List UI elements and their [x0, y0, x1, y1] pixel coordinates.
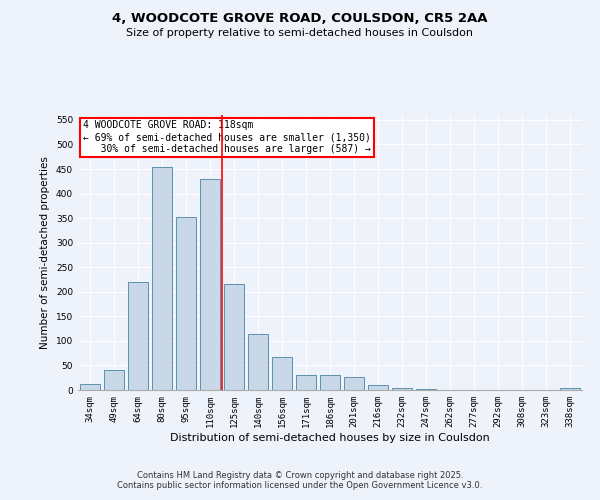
Y-axis label: Number of semi-detached properties: Number of semi-detached properties: [40, 156, 50, 349]
Bar: [104, 370, 124, 390]
Bar: [416, 389, 436, 390]
Text: Size of property relative to semi-detached houses in Coulsdon: Size of property relative to semi-detach…: [127, 28, 473, 38]
Bar: [344, 376, 364, 390]
X-axis label: Distribution of semi-detached houses by size in Coulsdon: Distribution of semi-detached houses by …: [170, 432, 490, 442]
Bar: [560, 388, 580, 390]
Bar: [152, 166, 172, 390]
Text: Contains HM Land Registry data © Crown copyright and database right 2025.
Contai: Contains HM Land Registry data © Crown c…: [118, 470, 482, 490]
Bar: [200, 179, 220, 390]
Text: 4 WOODCOTE GROVE ROAD: 118sqm
← 69% of semi-detached houses are smaller (1,350)
: 4 WOODCOTE GROVE ROAD: 118sqm ← 69% of s…: [83, 120, 371, 154]
Bar: [80, 384, 100, 390]
Bar: [224, 284, 244, 390]
Bar: [296, 376, 316, 390]
Bar: [368, 385, 388, 390]
Bar: [128, 282, 148, 390]
Bar: [176, 217, 196, 390]
Bar: [272, 356, 292, 390]
Bar: [320, 376, 340, 390]
Bar: [392, 388, 412, 390]
Text: 4, WOODCOTE GROVE ROAD, COULSDON, CR5 2AA: 4, WOODCOTE GROVE ROAD, COULSDON, CR5 2A…: [112, 12, 488, 26]
Bar: [248, 334, 268, 390]
